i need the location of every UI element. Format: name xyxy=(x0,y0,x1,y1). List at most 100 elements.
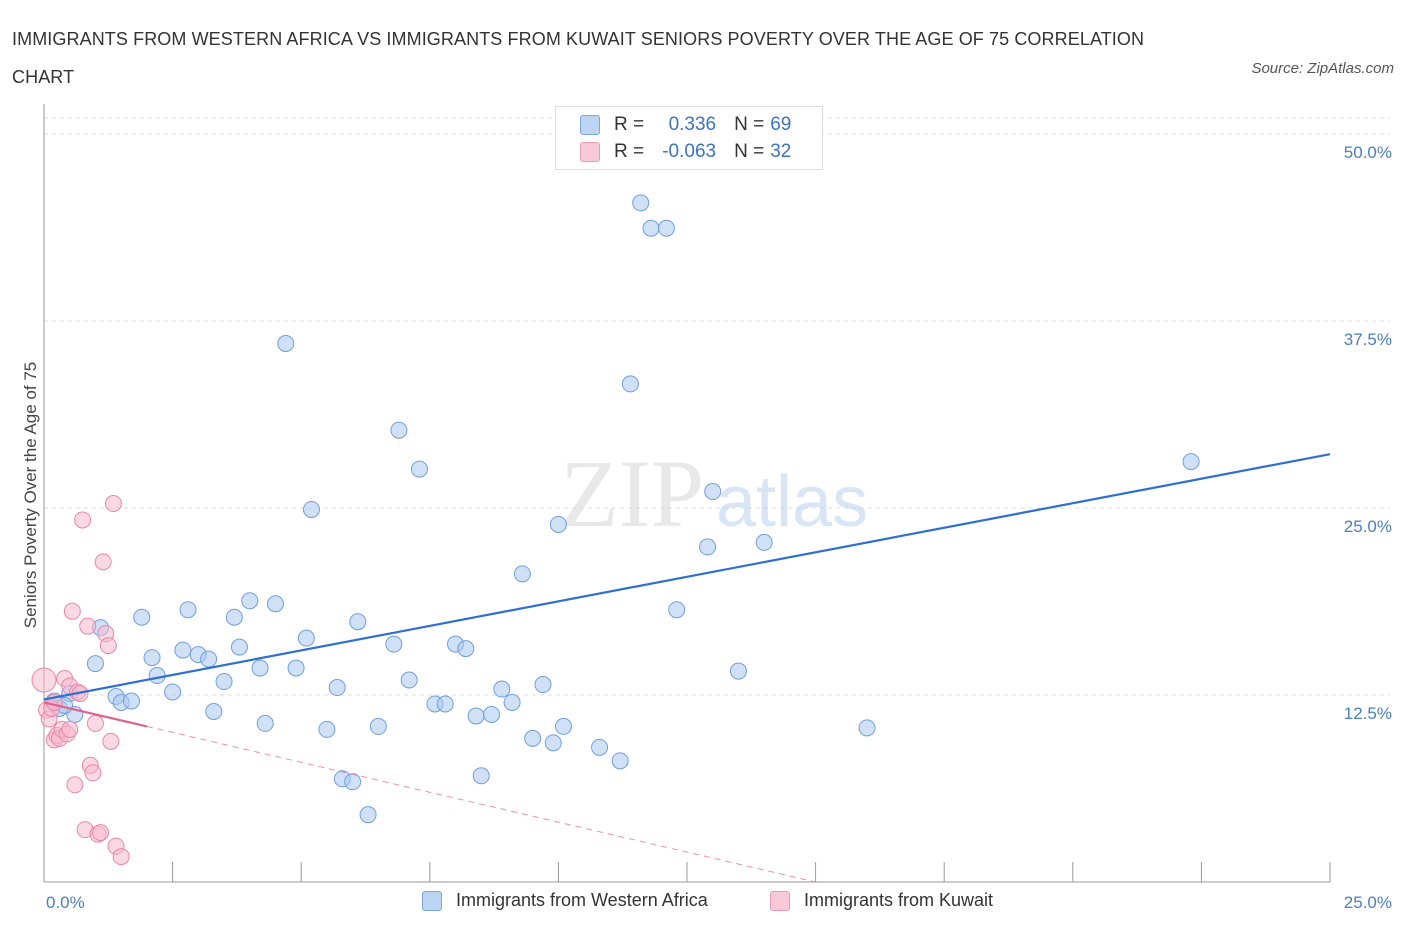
data-point-western-africa xyxy=(133,608,151,626)
watermark-atlas: atlas xyxy=(716,462,868,542)
data-point-western-africa xyxy=(205,702,223,720)
data-point-western-africa xyxy=(164,683,182,701)
trend-lines xyxy=(43,453,1331,883)
data-point-western-africa xyxy=(524,729,542,747)
legend-label-kuwait: Immigrants from Kuwait xyxy=(804,890,994,910)
data-point-western-africa xyxy=(297,629,315,647)
data-point-western-africa xyxy=(704,483,722,501)
watermark-zip: ZIP xyxy=(560,440,704,547)
data-point-western-africa xyxy=(287,659,305,677)
trend-line-kuwait xyxy=(43,701,148,728)
data-point-western-africa xyxy=(256,714,274,732)
y-tick-label: 12.5% xyxy=(1344,704,1392,723)
data-point-western-africa xyxy=(513,565,531,583)
data-point-western-africa xyxy=(1182,453,1200,471)
data-point-western-africa xyxy=(148,667,166,685)
legend-item-western-africa[interactable]: Immigrants from Western Africa xyxy=(422,890,708,911)
data-point-western-africa xyxy=(225,608,243,626)
data-point-western-africa xyxy=(359,806,377,824)
y-tick-label: 37.5% xyxy=(1344,330,1392,349)
series-kuwait xyxy=(31,495,130,866)
data-point-kuwait xyxy=(92,824,110,842)
data-point-kuwait xyxy=(74,511,92,529)
data-point-western-africa xyxy=(200,650,218,668)
data-point-western-africa xyxy=(230,638,248,656)
legend-item-kuwait[interactable]: Immigrants from Kuwait xyxy=(770,890,993,911)
data-point-western-africa xyxy=(457,640,475,658)
data-point-western-africa xyxy=(642,219,660,237)
legend-n-value: 69 xyxy=(770,114,792,135)
data-point-western-africa xyxy=(621,375,639,393)
data-point-western-africa xyxy=(215,673,233,691)
data-point-western-africa xyxy=(390,421,408,439)
data-point-western-africa xyxy=(858,719,876,737)
data-point-western-africa xyxy=(277,334,295,352)
axes xyxy=(43,104,1331,883)
data-point-western-africa xyxy=(411,460,429,478)
data-point-western-africa xyxy=(174,641,192,659)
legend-r-label: R = xyxy=(614,114,645,135)
data-point-western-africa xyxy=(143,649,161,667)
series-western-africa xyxy=(45,194,1200,824)
y-tick-label: 25.0% xyxy=(1344,517,1392,536)
y-axis-label: Seniors Poverty Over the Age of 75 xyxy=(21,362,40,628)
data-point-kuwait xyxy=(99,637,117,655)
data-point-western-africa xyxy=(611,752,629,770)
tick-labels: 12.5% 25.0% 37.5% 50.0% 0.0% 25.0% xyxy=(46,143,1392,912)
data-point-western-africa xyxy=(729,662,747,680)
data-point-western-africa xyxy=(668,601,686,619)
data-point-western-africa xyxy=(385,635,403,653)
data-point-kuwait xyxy=(79,617,97,635)
data-point-western-africa xyxy=(483,705,501,723)
data-point-kuwait xyxy=(104,495,122,513)
data-point-kuwait xyxy=(84,764,102,782)
data-point-western-africa xyxy=(179,601,197,619)
legend-r-label: R = xyxy=(614,141,645,162)
data-point-western-africa xyxy=(534,676,552,694)
data-point-western-africa xyxy=(632,194,650,212)
legend-label-western-africa: Immigrants from Western Africa xyxy=(456,890,708,910)
data-point-kuwait xyxy=(112,848,130,866)
data-point-kuwait xyxy=(94,553,112,571)
data-point-western-africa xyxy=(349,613,367,631)
trend-line-kuwait-extension xyxy=(146,725,816,883)
series-legend: Immigrants from Western Africa Immigrant… xyxy=(0,890,1406,916)
data-point-western-africa xyxy=(503,693,521,711)
x-tick-label: 0.0% xyxy=(46,893,85,912)
trend-line-western-africa xyxy=(43,453,1331,701)
data-point-western-africa xyxy=(251,659,269,677)
legend-n-value: 32 xyxy=(770,141,792,162)
data-point-western-africa xyxy=(328,679,346,697)
legend-r-value: 0.336 xyxy=(668,114,717,135)
data-point-kuwait xyxy=(66,776,84,794)
data-point-western-africa xyxy=(400,671,418,689)
y-tick-label: 50.0% xyxy=(1344,143,1392,162)
data-point-western-africa xyxy=(699,538,717,556)
data-point-western-africa xyxy=(241,592,259,610)
legend-row-western-africa: R = 0.336 N = 69 xyxy=(580,113,791,137)
data-point-western-africa xyxy=(555,717,573,735)
gridlines xyxy=(44,117,1390,696)
data-point-western-africa xyxy=(302,500,320,518)
data-point-western-africa xyxy=(318,720,336,738)
data-point-western-africa xyxy=(755,533,773,551)
legend-n-label: N = xyxy=(734,114,765,135)
data-point-western-africa xyxy=(436,695,454,713)
data-point-kuwait xyxy=(63,602,81,620)
legend-n-label: N = xyxy=(734,141,765,162)
data-point-western-africa xyxy=(266,595,284,613)
data-point-western-africa xyxy=(657,219,675,237)
data-point-western-africa xyxy=(122,692,140,710)
data-point-western-africa xyxy=(369,717,387,735)
data-point-western-africa xyxy=(591,738,609,756)
data-point-kuwait xyxy=(31,667,57,693)
source-label: Source: ZipAtlas.com xyxy=(1251,60,1394,77)
legend-swatch-blue xyxy=(422,890,442,911)
stats-legend: R = 0.336 N = 69 R = -0.063 N = 32 xyxy=(555,106,823,170)
legend-r-value: -0.063 xyxy=(662,141,717,162)
data-point-western-africa xyxy=(467,707,485,725)
legend-swatch-pink xyxy=(770,890,790,911)
data-point-western-africa xyxy=(86,655,104,673)
data-point-western-africa xyxy=(472,767,490,785)
data-point-western-africa xyxy=(493,680,511,698)
